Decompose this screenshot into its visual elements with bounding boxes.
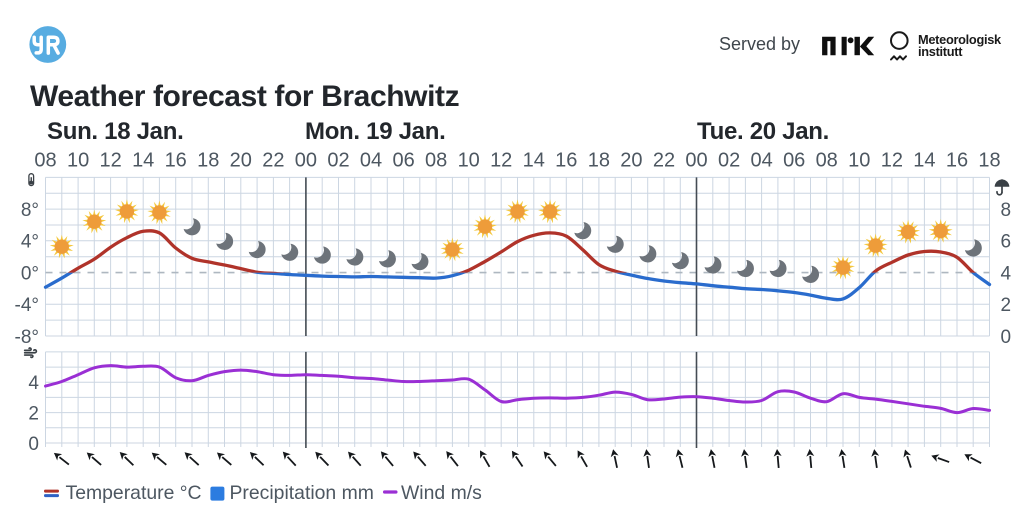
svg-text:8°: 8° — [21, 200, 39, 221]
svg-text:08: 08 — [816, 150, 838, 172]
svg-text:02: 02 — [718, 150, 740, 172]
svg-text:08: 08 — [34, 150, 56, 172]
svg-text:04: 04 — [360, 150, 382, 172]
svg-text:16: 16 — [165, 150, 187, 172]
svg-text:12: 12 — [881, 150, 903, 172]
svg-text:2: 2 — [1001, 295, 1012, 316]
svg-text:-8°: -8° — [15, 327, 40, 348]
svg-text:6: 6 — [1001, 232, 1012, 253]
svg-text:00: 00 — [295, 150, 317, 172]
svg-text:02: 02 — [327, 150, 349, 172]
svg-text:12: 12 — [490, 150, 512, 172]
svg-text:04: 04 — [750, 150, 772, 172]
svg-text:12: 12 — [99, 150, 121, 172]
svg-text:Temperature °C: Temperature °C — [66, 482, 202, 504]
svg-text:22: 22 — [262, 150, 284, 172]
svg-text:10: 10 — [458, 150, 480, 172]
svg-text:00: 00 — [685, 150, 707, 172]
svg-text:18: 18 — [978, 150, 1000, 172]
svg-text:4: 4 — [1001, 263, 1012, 284]
svg-text:20: 20 — [620, 150, 642, 172]
svg-text:0: 0 — [28, 434, 39, 455]
svg-text:22: 22 — [653, 150, 675, 172]
svg-text:14: 14 — [523, 150, 545, 172]
svg-text:16: 16 — [555, 150, 577, 172]
svg-text:0: 0 — [1001, 327, 1012, 348]
svg-text:4: 4 — [28, 373, 39, 394]
svg-text:06: 06 — [392, 150, 414, 172]
svg-text:10: 10 — [67, 150, 89, 172]
svg-text:16: 16 — [946, 150, 968, 172]
svg-text:18: 18 — [197, 150, 219, 172]
svg-text:8: 8 — [1001, 200, 1012, 221]
svg-text:-4°: -4° — [15, 295, 40, 316]
svg-text:10: 10 — [848, 150, 870, 172]
svg-text:18: 18 — [588, 150, 610, 172]
svg-text:14: 14 — [913, 150, 935, 172]
svg-text:20: 20 — [230, 150, 252, 172]
svg-text:Wind m/s: Wind m/s — [401, 482, 482, 504]
svg-text:08: 08 — [425, 150, 447, 172]
svg-text:Precipitation mm: Precipitation mm — [230, 482, 374, 504]
svg-text:2: 2 — [28, 403, 39, 424]
svg-text:0°: 0° — [21, 263, 39, 284]
svg-text:14: 14 — [132, 150, 154, 172]
svg-text:06: 06 — [783, 150, 805, 172]
svg-text:4°: 4° — [21, 232, 39, 253]
